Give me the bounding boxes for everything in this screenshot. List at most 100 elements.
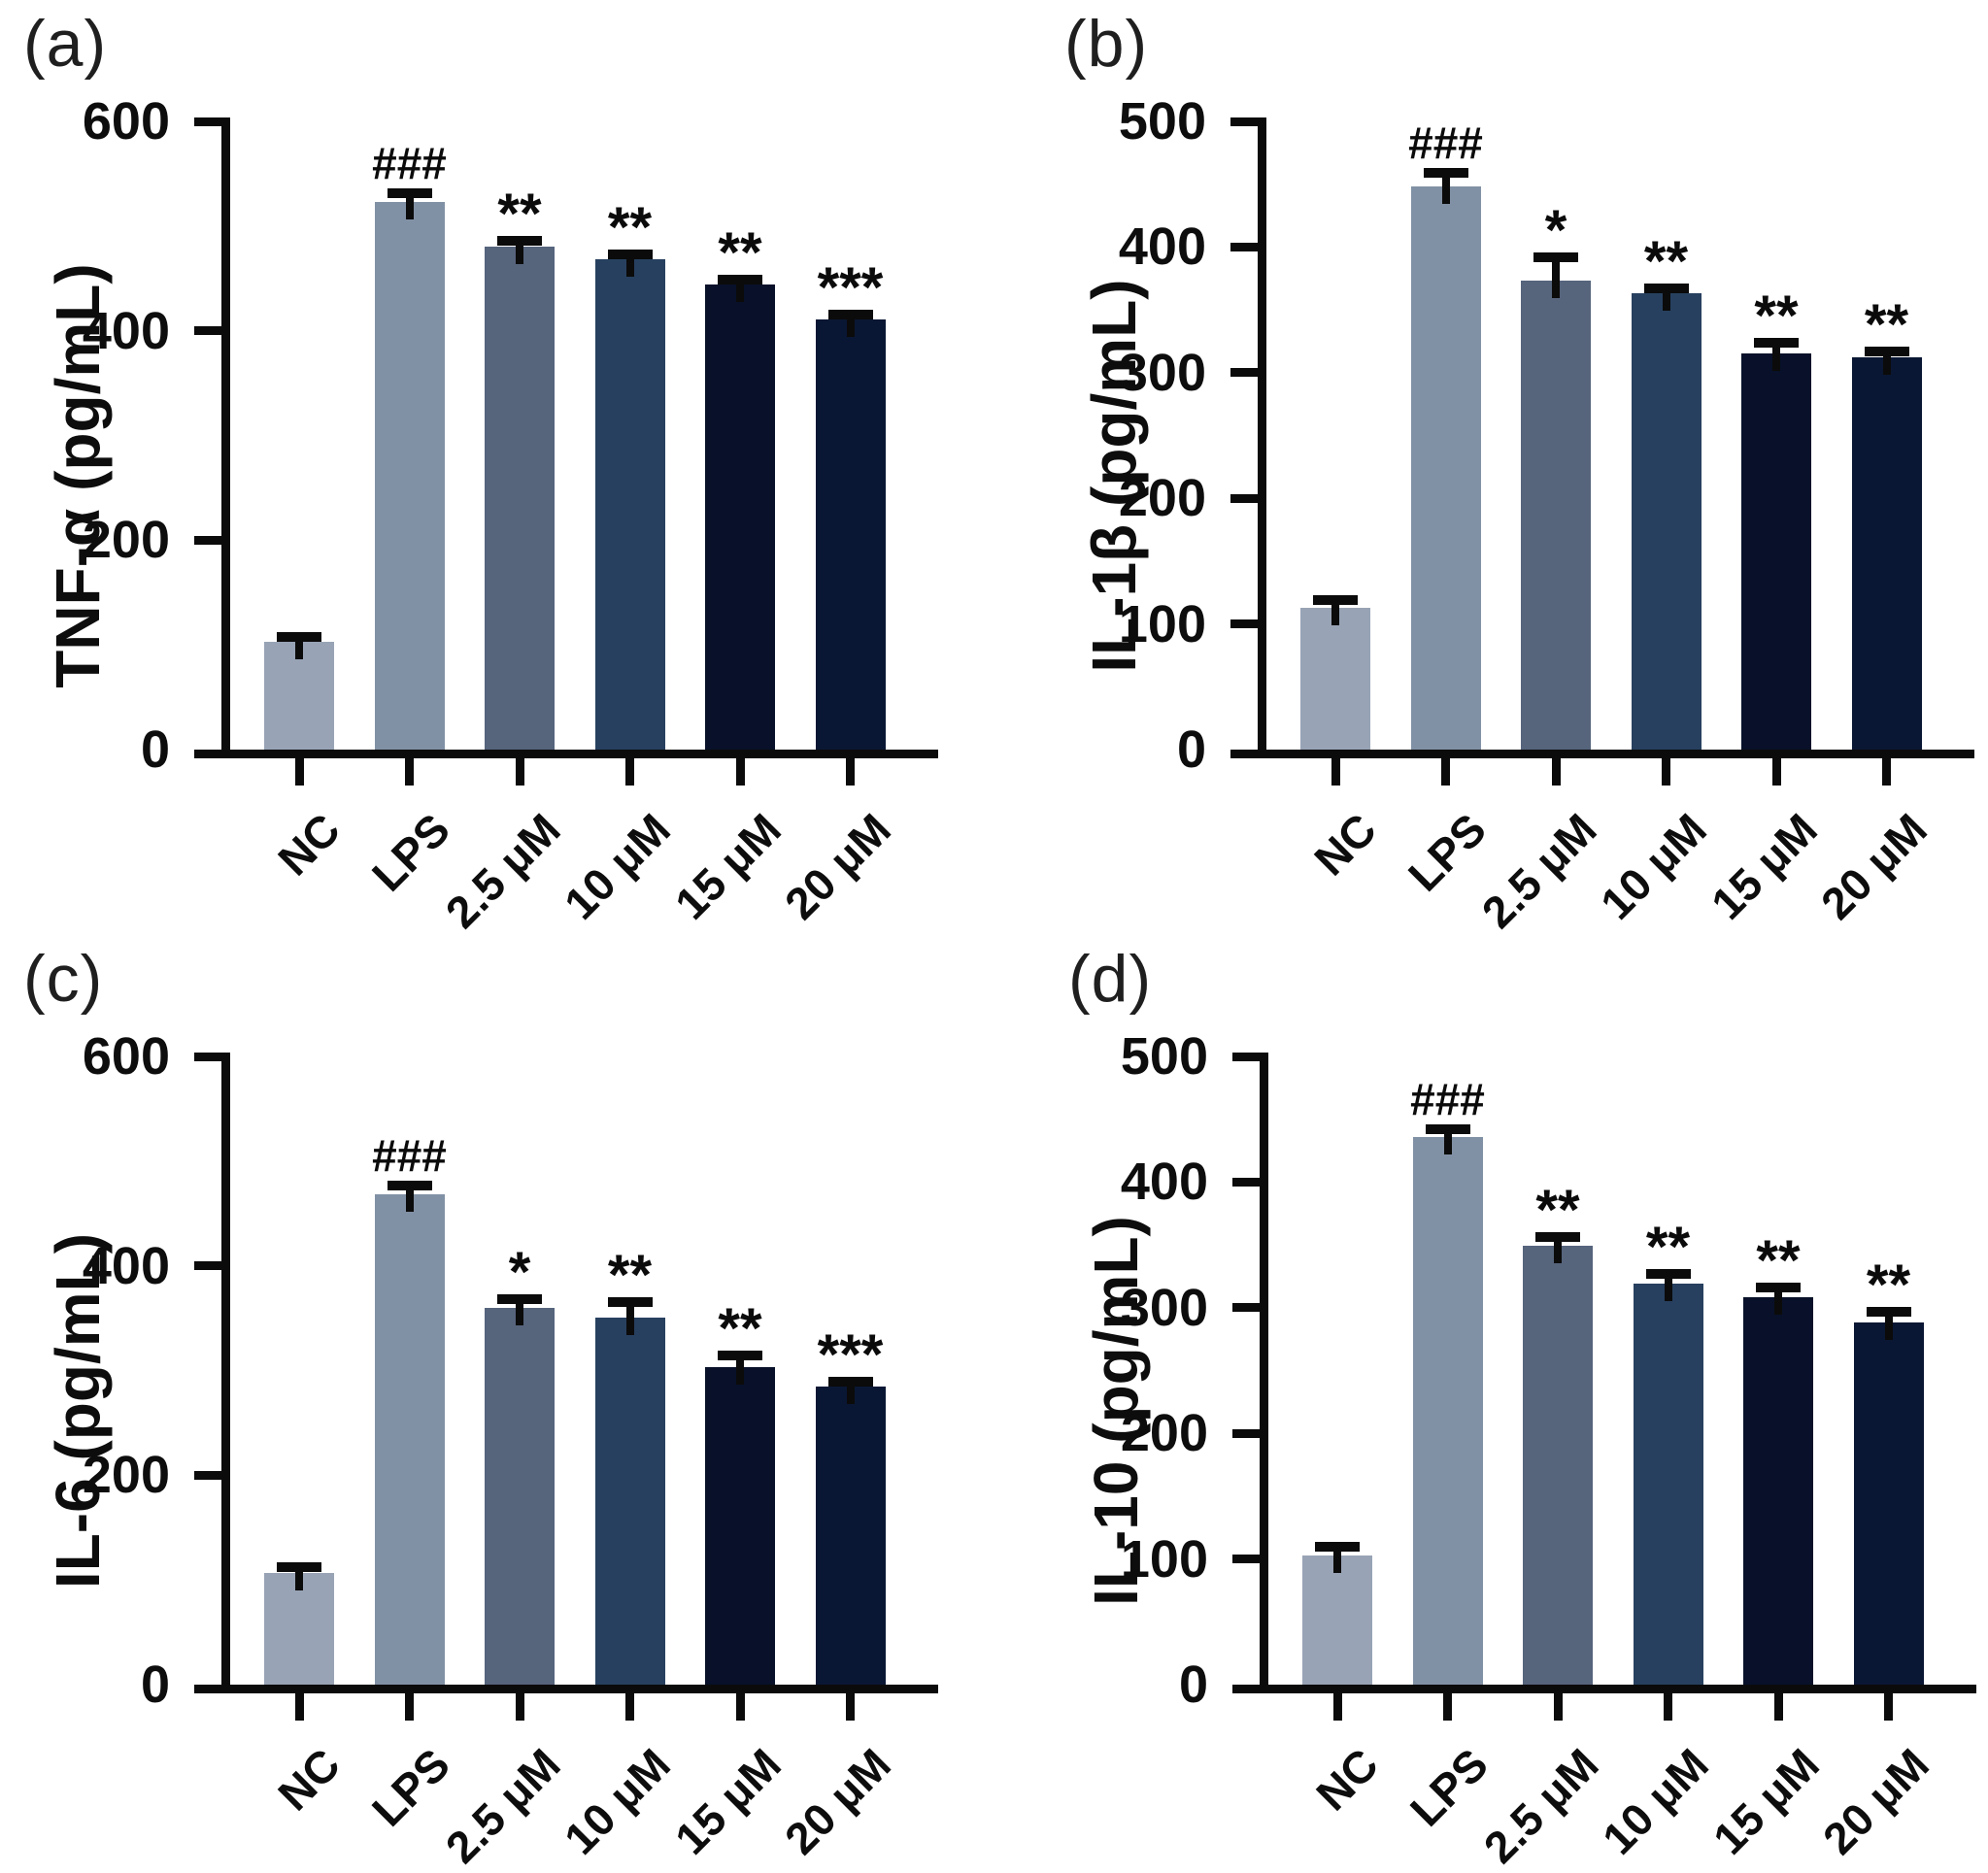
hash-significance-label: ###	[1408, 117, 1483, 169]
bar	[815, 1386, 886, 1685]
bar	[264, 641, 334, 750]
bar	[485, 1307, 555, 1685]
y-tick	[1232, 1177, 1260, 1187]
x-tick-label: LPS	[361, 1738, 459, 1836]
bar	[1300, 607, 1370, 750]
error-bar-whisker	[625, 253, 634, 278]
bar	[374, 1194, 445, 1685]
y-tick-label: 400	[82, 1236, 170, 1295]
error-bar-whisker	[736, 1355, 744, 1386]
y-tick	[1230, 493, 1258, 503]
bar	[485, 247, 555, 750]
error-bar-whisker	[736, 279, 744, 303]
error-bar-cap	[1313, 595, 1358, 605]
error-bar-cap	[1866, 1306, 1911, 1317]
error-bar-cap	[387, 1180, 432, 1190]
error-bar-cap	[1533, 251, 1578, 262]
x-tick-label: NC	[1305, 1738, 1388, 1821]
bar	[1410, 186, 1481, 750]
error-bar-whisker	[1662, 288, 1670, 312]
x-tick	[735, 1693, 745, 1721]
error-bar-whisker	[1331, 600, 1339, 625]
star-significance-label: **	[497, 182, 542, 246]
error-bar-whisker	[1772, 342, 1780, 372]
error-bar-whisker	[405, 193, 414, 220]
y-tick-label: 500	[1120, 1027, 1208, 1086]
x-tick	[294, 1693, 304, 1721]
x-tick-label: 2.5 μM	[1471, 803, 1606, 938]
bar	[594, 1317, 665, 1685]
error-bar-cap	[497, 235, 542, 246]
error-bar-whisker	[1443, 1129, 1452, 1154]
bar	[1521, 281, 1591, 750]
bar	[374, 202, 445, 750]
star-significance-label: **	[1645, 1215, 1691, 1279]
y-tick-label: 600	[82, 1027, 170, 1086]
error-bar-whisker	[1884, 1311, 1893, 1341]
bar	[1523, 1246, 1593, 1685]
x-tick	[1771, 758, 1781, 786]
star-significance-label: **	[607, 1244, 653, 1308]
error-bar-whisker	[295, 636, 303, 659]
y-tick	[1232, 1428, 1260, 1438]
error-bar-cap	[1423, 168, 1468, 179]
y-tick	[1230, 242, 1258, 251]
bar	[1741, 353, 1811, 750]
x-axis-line	[1230, 750, 1974, 758]
plot-area: 0 100 200 300 400 500 NC ### LPS * 2.5 μM ** 10 μM **…	[1119, 95, 1974, 938]
star-significance-label: **	[1535, 1179, 1580, 1243]
plot-area: 0 100 200 300 400 500 NC ### LPS ** 2.5 μM ** 10 μM *…	[1121, 1030, 1976, 1873]
y-tick-label: 400	[82, 301, 170, 360]
x-tick-label: 20 μM	[774, 803, 900, 929]
x-tick-label: LPS	[1398, 803, 1496, 901]
star-significance-label: ***	[817, 256, 884, 320]
x-tick-label: NC	[267, 1738, 350, 1821]
y-tick	[194, 535, 221, 545]
x-tick-label: 10 μM	[554, 1738, 680, 1864]
y-tick-label: 100	[1120, 1529, 1208, 1589]
x-tick-label: LPS	[361, 803, 459, 901]
bar	[1412, 1136, 1483, 1685]
y-tick-label: 200	[1120, 1404, 1208, 1463]
x-tick-label: NC	[1303, 803, 1386, 886]
star-significance-label: ***	[817, 1323, 884, 1388]
error-bar-cap	[1756, 1283, 1801, 1293]
bar	[705, 1367, 775, 1685]
error-bar-whisker	[1333, 1546, 1341, 1573]
bar	[1743, 1297, 1813, 1685]
error-bar-cap	[1315, 1541, 1360, 1552]
x-tick	[405, 1693, 414, 1721]
y-tick-label: 0	[1178, 1656, 1208, 1714]
x-tick	[1773, 1693, 1783, 1721]
star-significance-label: **	[1866, 1253, 1911, 1317]
x-tick-label: 10 μM	[1590, 803, 1716, 929]
x-tick-label: NC	[267, 803, 350, 886]
x-tick	[1551, 758, 1561, 786]
y-tick-label: 500	[1118, 92, 1206, 151]
y-tick	[194, 117, 221, 126]
x-tick	[1553, 1693, 1563, 1721]
x-tick-label: 2.5 μM	[435, 1738, 570, 1873]
error-bar-cap	[827, 310, 873, 320]
x-tick-label: 10 μM	[1592, 1738, 1718, 1864]
error-bar-cap	[827, 1377, 873, 1388]
y-tick	[1230, 117, 1258, 126]
panel-b: (b) IL-1β (pg/mL) 0 100 200 300 400 500 NC ### L…	[994, 0, 1988, 938]
hash-significance-label: ###	[1410, 1074, 1485, 1125]
x-tick-label: 2.5 μM	[435, 803, 570, 938]
error-bar-cap	[1425, 1124, 1470, 1135]
bar	[705, 284, 775, 750]
x-tick	[515, 1693, 524, 1721]
plot-area: 0 200 400 600 NC ### LPS * 2.5 μM ** 10 μM ** 15 μM *…	[83, 1030, 938, 1873]
x-tick-label: 20 μM	[1810, 803, 1937, 929]
bar	[1302, 1555, 1372, 1685]
error-bar-whisker	[1554, 1237, 1562, 1264]
y-tick-label: 100	[1118, 594, 1206, 653]
bar	[1631, 293, 1702, 750]
x-tick	[1441, 758, 1450, 786]
hash-significance-label: ###	[372, 138, 447, 189]
error-bar-cap	[718, 1351, 762, 1361]
error-bar-cap	[1754, 337, 1799, 348]
panel-letter: (b)	[1064, 7, 1149, 81]
x-tick	[1331, 758, 1340, 786]
